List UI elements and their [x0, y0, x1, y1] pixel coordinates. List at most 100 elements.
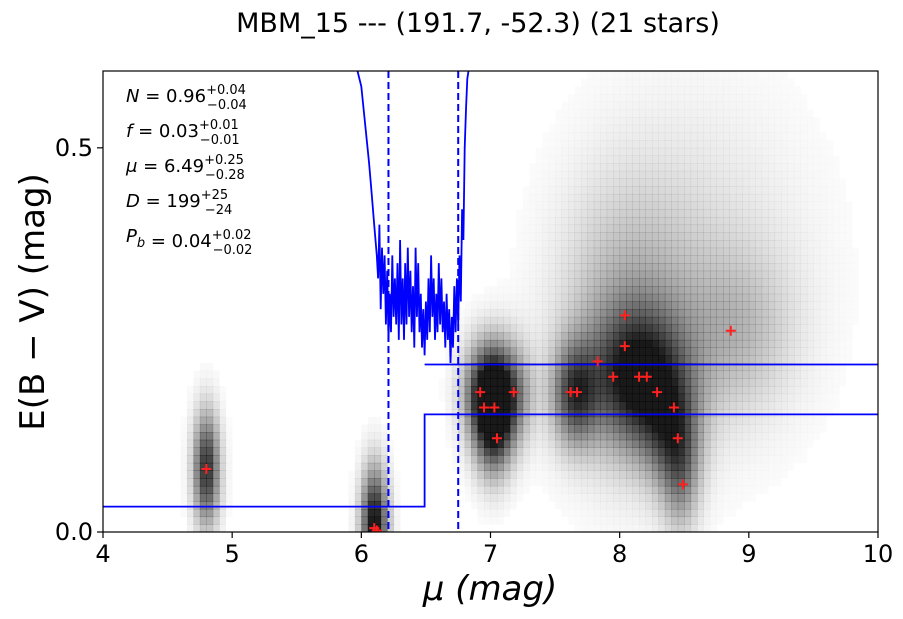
- density-cell: [574, 493, 582, 502]
- density-cell: [548, 370, 556, 379]
- density-cell: [762, 94, 769, 102]
- density-cell: [742, 424, 750, 433]
- density-cell: [651, 478, 659, 487]
- density-cell: [742, 193, 750, 203]
- density-cell: [522, 301, 530, 310]
- density-cell: [781, 155, 788, 164]
- density-cell: [761, 178, 769, 187]
- density-cell: [354, 455, 362, 464]
- density-cell: [755, 263, 763, 272]
- density-cell: [735, 263, 743, 272]
- density-cell: [723, 439, 730, 448]
- density-cell: [458, 370, 466, 379]
- density-cell: [826, 209, 833, 217]
- density-cell: [664, 524, 672, 532]
- density-cell: [690, 432, 698, 441]
- density-cell: [639, 439, 646, 448]
- density-cell: [846, 248, 853, 256]
- density-cell: [516, 301, 524, 310]
- density-cell: [580, 178, 588, 187]
- density-cell: [761, 193, 769, 203]
- density-cell: [735, 224, 743, 233]
- density-cell: [626, 216, 633, 226]
- density-cell: [658, 432, 666, 441]
- density-cell: [748, 309, 756, 318]
- density-cell: [723, 339, 730, 348]
- density-cell: [626, 140, 633, 149]
- density-cell: [677, 455, 685, 464]
- density-cell: [367, 485, 375, 494]
- density-cell: [600, 432, 608, 441]
- density-cell: [761, 201, 769, 210]
- density-cell: [781, 109, 788, 117]
- density-cell: [664, 240, 672, 249]
- density-cell: [813, 278, 821, 287]
- density-cell: [206, 508, 214, 518]
- density-cell: [368, 417, 375, 425]
- density-cell: [684, 339, 692, 348]
- density-cell: [697, 170, 705, 179]
- density-cell: [762, 447, 769, 455]
- density-cell: [826, 386, 833, 394]
- density-cell: [781, 424, 788, 433]
- density-cell: [523, 240, 530, 248]
- density-cell: [742, 147, 750, 156]
- density-cell: [813, 148, 820, 156]
- density-cell: [787, 178, 795, 187]
- density-cell: [748, 378, 756, 387]
- density-cell: [587, 347, 595, 356]
- density-cell: [535, 324, 543, 333]
- density-cell: [781, 178, 788, 187]
- density-cell: [794, 125, 801, 133]
- density-cell: [677, 193, 685, 203]
- density-cell: [761, 255, 769, 264]
- density-cell: [664, 117, 672, 126]
- density-cell: [677, 493, 685, 502]
- density-cell: [684, 455, 692, 464]
- density-cell: [768, 224, 776, 233]
- density-cell: [536, 471, 543, 479]
- density-cell: [523, 202, 530, 210]
- density-cell: [561, 347, 569, 356]
- density-cell: [374, 478, 382, 487]
- density-cell: [626, 293, 633, 302]
- density-cell: [697, 79, 704, 87]
- density-cell: [690, 124, 698, 133]
- density-cell: [471, 462, 478, 471]
- density-cell: [736, 478, 743, 486]
- density-cell: [574, 424, 582, 433]
- density-cell: [781, 102, 788, 110]
- density-cell: [568, 378, 575, 387]
- density-cell: [464, 416, 472, 425]
- density-cell: [749, 94, 756, 102]
- density-cell: [535, 416, 543, 425]
- density-cell: [703, 132, 711, 141]
- density-cell: [568, 401, 575, 410]
- density-cell: [813, 117, 820, 125]
- density-cell: [794, 309, 801, 318]
- density-cell: [710, 94, 717, 103]
- density-cell: [619, 501, 627, 510]
- density-cell: [691, 79, 698, 87]
- density-cell: [555, 462, 562, 471]
- density-cell: [580, 324, 588, 333]
- density-cell: [768, 170, 776, 179]
- density-cell: [587, 470, 595, 479]
- density-cell: [761, 140, 769, 149]
- density-cell: [542, 370, 550, 379]
- density-cell: [833, 263, 840, 271]
- density-cell: [645, 209, 653, 218]
- density-cell: [723, 332, 730, 341]
- density-cell: [535, 401, 543, 410]
- density-cell: [387, 516, 395, 525]
- density-cell: [645, 493, 653, 502]
- density-cell: [671, 508, 679, 518]
- density-cell: [710, 86, 717, 94]
- density-cell: [639, 232, 646, 241]
- density-cell: [852, 271, 859, 279]
- density-cell: [645, 286, 653, 295]
- density-cell: [542, 202, 549, 210]
- density-cell: [568, 293, 575, 302]
- density-cell: [787, 339, 795, 348]
- density-cell: [639, 86, 646, 94]
